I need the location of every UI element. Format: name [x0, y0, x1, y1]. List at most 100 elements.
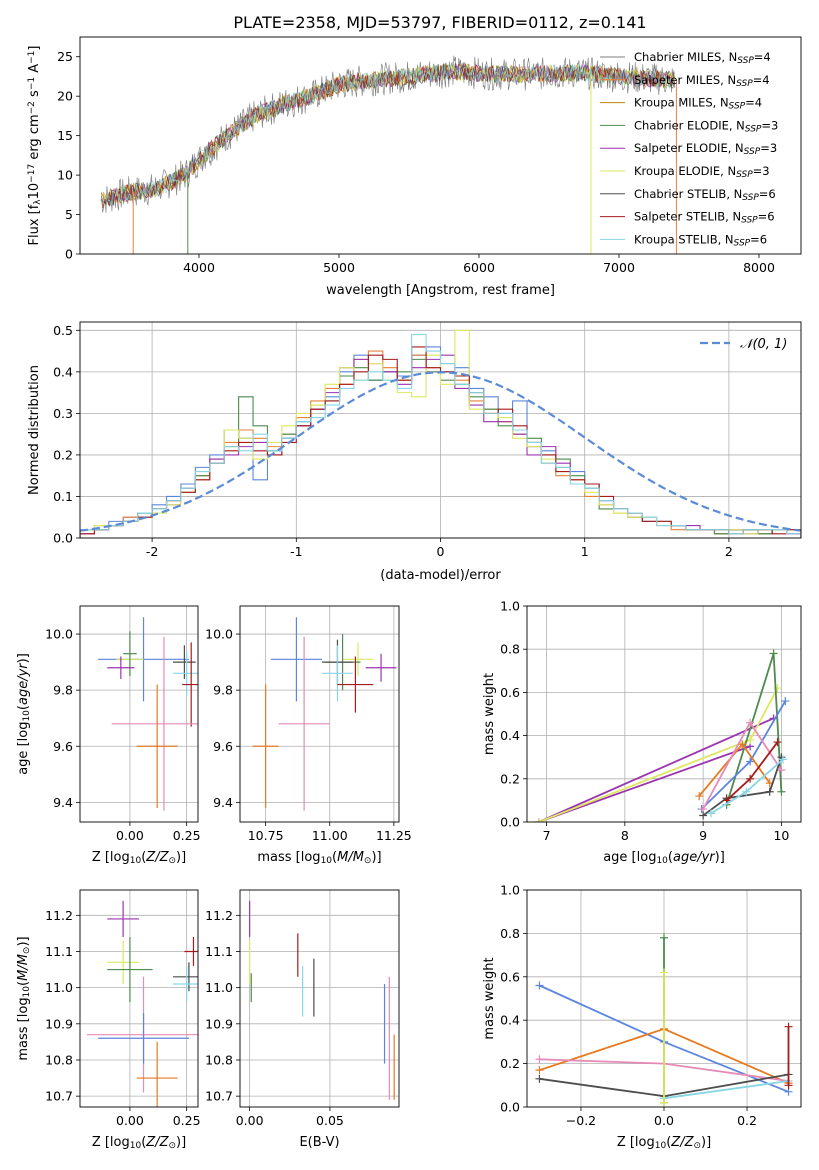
y-tick-label: 5 — [65, 207, 73, 222]
label-part: M — [337, 850, 348, 865]
label-part: Z — [684, 1135, 695, 1150]
weight-line — [663, 1080, 789, 1100]
label-part: Chabrier MILES, N — [634, 50, 737, 64]
x-axis-label: mass [log10(M/M⊙)] — [257, 850, 381, 866]
label-part: ( — [16, 981, 31, 986]
label-part: =3 — [760, 141, 777, 155]
axes-frame — [239, 889, 400, 1108]
x-tick-label: 9 — [699, 828, 707, 843]
weight-marker — [784, 1022, 793, 1031]
y-tick-label: 11.1 — [45, 944, 73, 959]
label-part: −1 — [27, 51, 37, 64]
x-tick-label: 5000 — [323, 260, 355, 275]
y-tick-label: 1.0 — [500, 883, 520, 898]
axes-frame — [526, 605, 802, 823]
errorbars — [98, 617, 198, 811]
label-part: =4 — [745, 96, 762, 110]
label-part: )] — [16, 936, 31, 946]
axes-frame — [79, 36, 802, 255]
weight-marker — [535, 1074, 544, 1083]
y-axis-label: Normed distribution — [27, 365, 42, 495]
label-part: ( — [668, 850, 673, 865]
label-part: Salpeter ELODIE, N — [634, 141, 744, 155]
label-part: age/yr — [673, 850, 716, 865]
y-tick-label: 9.4 — [213, 795, 233, 810]
label-part: =6 — [750, 232, 767, 246]
grid — [80, 606, 198, 822]
label-part: / — [679, 1135, 686, 1150]
y-tick-label: 0.2 — [500, 771, 520, 786]
label-part: SSP — [736, 170, 753, 180]
label-part: )] — [176, 1135, 186, 1150]
x-tick-label: 0.25 — [173, 1113, 201, 1128]
label-part: M — [16, 954, 31, 965]
x-tick-label: 1 — [581, 544, 589, 559]
y-tick-label: 10.0 — [205, 627, 233, 642]
x-tick-label: 0.0 — [654, 1113, 674, 1128]
label-part: Salpeter MILES, N — [634, 73, 736, 87]
label-part: 10 — [22, 986, 32, 998]
x-tick-label: −0.2 — [566, 1113, 596, 1128]
x-axis-label: wavelength [Angstrom, rest frame] — [326, 283, 555, 298]
x-tick-label: 8000 — [743, 260, 775, 275]
label-part: SSP — [742, 193, 759, 203]
legend-label: Chabrier STELIB, NSSP=6 — [634, 187, 776, 203]
weight-marker — [769, 649, 778, 658]
label-part: ( — [16, 705, 31, 710]
x-tick-label: 6000 — [463, 260, 495, 275]
weight-marker — [535, 1066, 544, 1075]
label-part: −2 — [27, 101, 37, 114]
errorbars — [249, 900, 395, 1100]
y-tick-label: 9.6 — [53, 739, 73, 754]
age-vs-mass-panel: 10.75 11.00 11.25 9.4 9.6 9.8 10.0 mass [log10(… — [205, 605, 412, 866]
x-tick-label: 0.05 — [316, 1113, 344, 1128]
legend-label: Kroupa STELIB, NSSP=6 — [634, 232, 767, 248]
y-tick-label: 11.2 — [45, 908, 73, 923]
axes-frame — [239, 605, 400, 823]
weight-marker — [660, 1098, 668, 1107]
label-part: SSP — [737, 56, 754, 66]
axes-frame — [526, 889, 802, 1108]
y-tick-label: 0.2 — [53, 447, 73, 462]
weight-line — [702, 756, 783, 817]
weight-marker — [706, 809, 715, 818]
y-tick-label: 9.4 — [53, 795, 73, 810]
legend-label: Salpeter STELIB, NSSP=6 — [634, 210, 775, 226]
y-tick-label: 10.8 — [45, 1052, 73, 1067]
errorbars — [252, 617, 397, 811]
weight-marker — [781, 697, 790, 706]
legend-label: Kroupa MILES, NSSP=4 — [634, 96, 762, 112]
weight-marker — [746, 757, 755, 766]
spectrum-model-line — [100, 64, 675, 206]
label-part: SSP — [744, 147, 761, 157]
axes-frame — [79, 321, 802, 539]
label-part: mass [log — [16, 997, 31, 1060]
legend-label: Kroupa ELODIE, NSSP=3 — [634, 164, 770, 180]
label-part: 10 — [130, 856, 142, 866]
x-tick-label: 0.2 — [737, 1113, 757, 1128]
label-part: ] — [27, 46, 42, 51]
histograms — [80, 329, 801, 538]
x-axis-label: Z [log10(Z/Z⊙)] — [92, 1135, 186, 1151]
y-tick-label: 0.8 — [500, 926, 520, 941]
spectrum-model-line — [100, 64, 675, 208]
label-part: SSP — [741, 216, 758, 226]
label-part: ( — [141, 850, 146, 865]
label-part: )] — [715, 850, 725, 865]
label-part: SSP — [734, 239, 751, 249]
legend-label: Chabrier MILES, NSSP=4 — [634, 50, 771, 66]
y-tick-label: 11.1 — [205, 944, 233, 959]
x-tick-label: 7 — [543, 828, 551, 843]
y-tick-label: 11.2 — [205, 908, 233, 923]
histogram-step — [80, 333, 801, 538]
x-axis-label: age [log10(age/yr)] — [603, 850, 725, 866]
weight-marker — [660, 933, 668, 942]
label-part: age/yr — [16, 662, 31, 705]
x-tick-label: 11.00 — [312, 828, 348, 843]
label-part: / — [154, 850, 161, 865]
weight-marker — [534, 818, 543, 822]
y-tick-label: 0.6 — [500, 969, 520, 984]
legend-label: Salpeter ELODIE, NSSP=3 — [634, 141, 777, 157]
x-tick-label: 10.75 — [248, 828, 284, 843]
